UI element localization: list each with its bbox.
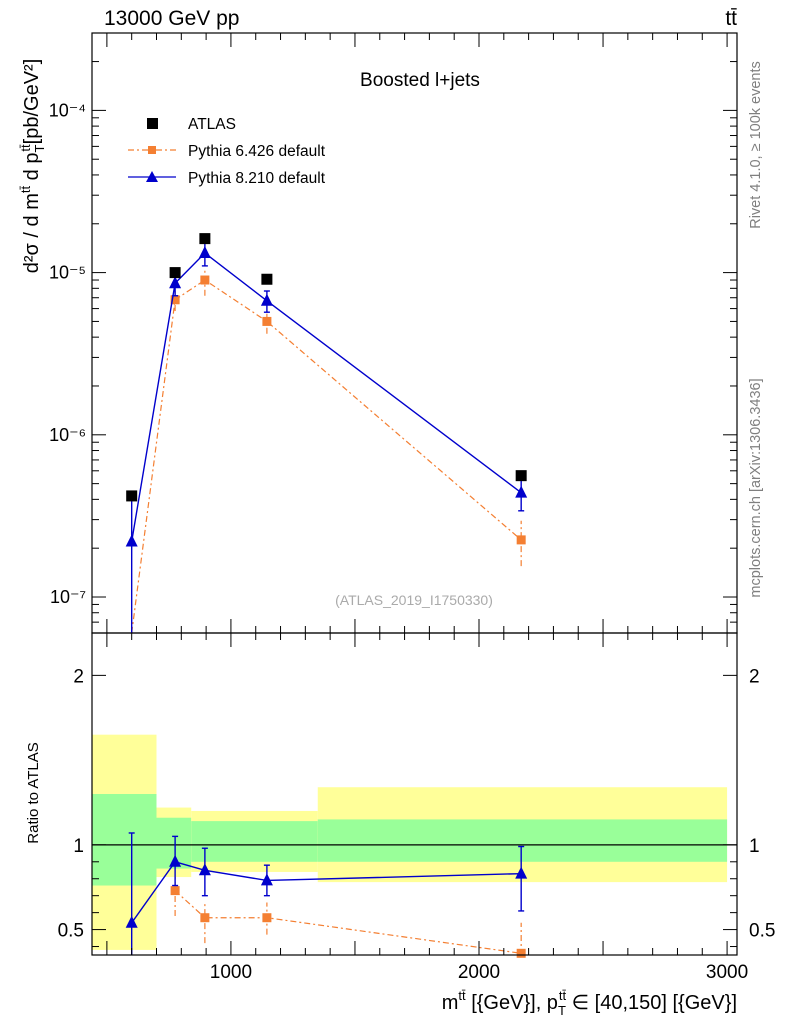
pythia6-marker — [516, 535, 526, 545]
lower-ytick-label-left: 1 — [73, 836, 84, 857]
upper-ylabel: d²σ / d mtt̄ d pTtt̄[pb/GeV²] — [18, 59, 47, 274]
pythia8-line — [131, 252, 522, 542]
ratio-bands — [92, 734, 728, 950]
pythia8-marker — [169, 276, 182, 289]
lower-data — [92, 832, 737, 958]
upper-panel: 10⁻⁷ 10⁻⁶ 10⁻⁵ 10⁻⁴ Boosted l+jets (ATLAS_2… — [18, 32, 738, 634]
chart-title: Boosted l+jets — [360, 70, 480, 91]
legend-pythia8-label: Pythia 8.210 default — [188, 170, 326, 187]
lower-ytick-label-right: 2 — [749, 666, 760, 687]
upper-ytick-label: 10⁻⁴ — [49, 100, 86, 120]
atlas-marker — [126, 490, 138, 502]
atlas-marker — [199, 233, 211, 245]
upper-ticks: 10⁻⁷ 10⁻⁶ 10⁻⁵ 10⁻⁴ — [49, 33, 737, 634]
pythia8-ratio-marker — [198, 863, 211, 876]
xtick-label: 3000 — [706, 962, 748, 983]
lower-ytick-label-left: 2 — [73, 666, 84, 687]
pythia6-ratio-marker — [516, 948, 526, 958]
pythia6-marker — [170, 295, 180, 305]
upper-ytick-label: 10⁻⁵ — [49, 263, 86, 283]
legend-pythia6-marker — [148, 146, 156, 154]
pythia8-marker — [260, 293, 273, 306]
header-right: tt̄ — [725, 7, 737, 30]
xtick-label: 1000 — [210, 962, 252, 983]
atlas-marker — [261, 273, 273, 285]
header-left: 13000 GeV pp — [104, 7, 239, 30]
analysis-watermark: (ATLAS_2019_I1750330) — [335, 592, 493, 608]
lower-ytick-label-right: 1 — [749, 836, 760, 857]
legend: ATLAS Pythia 6.426 default Pythia 8.210 … — [128, 116, 326, 187]
rivet-label: Rivet 4.1.0, ≥ 100k events — [748, 61, 764, 229]
pythia6-marker — [200, 275, 210, 285]
lower-panel: 0.5 0.5 1 1 2 2 1000 2000 3000 Ratio to ATLAS mt… — [25, 632, 775, 1018]
lower-ytick-label-right: 0.5 — [749, 921, 775, 942]
lower-ylabel: Ratio to ATLAS — [25, 742, 42, 843]
pythia8-ratio-marker — [515, 866, 528, 879]
ratio-band-inner — [191, 821, 318, 862]
atlas-marker — [515, 470, 527, 482]
xtick-label: 2000 — [458, 962, 500, 983]
legend-pythia8-marker — [146, 171, 158, 182]
lower-ytick-label-left: 0.5 — [58, 921, 84, 942]
pythia6-line — [131, 279, 522, 634]
upper-data — [125, 233, 528, 634]
pythia6-ratio-marker — [170, 886, 180, 896]
pythia8-ratio-marker — [169, 854, 182, 867]
pythia8-ratio-marker — [125, 915, 138, 928]
legend-atlas-marker — [147, 118, 158, 129]
ratio-band-inner — [317, 819, 728, 862]
pythia6-marker — [262, 316, 272, 326]
pythia6-ratio-marker — [262, 913, 272, 923]
upper-ytick-label: 10⁻⁶ — [49, 425, 86, 445]
x-axis-title: mtt̄ [{GeV}], pTtt̄ ∈ [40,150] [{GeV}] — [442, 988, 737, 1018]
pythia8-marker — [125, 534, 138, 547]
pythia8-marker — [515, 485, 528, 498]
atlas-marker — [169, 267, 181, 279]
legend-atlas-label: ATLAS — [188, 116, 236, 133]
pythia6-ratio-marker — [200, 913, 210, 923]
lower-ticks: 0.5 0.5 1 1 2 2 1000 2000 3000 — [58, 633, 775, 983]
pythia8-ratio-marker — [260, 873, 273, 886]
legend-pythia6-label: Pythia 6.426 default — [188, 143, 326, 160]
pythia8-marker — [198, 246, 211, 259]
upper-ytick-label: 10⁻⁷ — [50, 587, 86, 607]
mcplots-label: mcplots.cern.ch [arXiv:1306.3436] — [748, 378, 764, 597]
pythia6-ratio-line — [174, 890, 522, 954]
ratio-band-inner — [92, 794, 157, 886]
lower-frame — [91, 632, 738, 956]
